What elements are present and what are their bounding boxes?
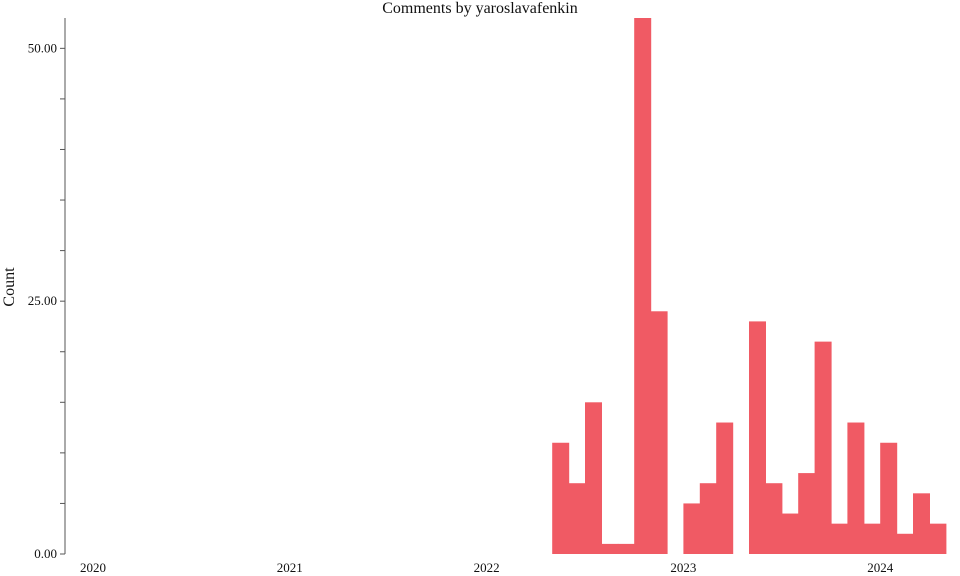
bar-2022-07: [585, 402, 602, 554]
bar-2022-08: [601, 543, 619, 554]
bar-2023-08: [798, 473, 816, 554]
bar-2022-10: [634, 18, 652, 554]
x-tick-label: 2024: [867, 560, 894, 575]
bar-2022-09: [617, 543, 635, 554]
y-tick-label: 50.00: [28, 40, 57, 55]
bars-group: [552, 18, 947, 554]
y-tick-label: 0.00: [34, 546, 57, 561]
bar-2022-06: [568, 483, 586, 554]
bar-2022-11: [650, 311, 668, 554]
x-axis-ticks: 2020 2021 2022 2023 2024: [80, 560, 894, 575]
chart-title: Comments by yaroslavafenkin: [382, 0, 578, 17]
y-axis-label: Count: [1, 267, 18, 307]
bar-2023-06: [765, 483, 783, 554]
bar-2024-02: [896, 533, 914, 554]
x-tick-label: 2023: [670, 560, 696, 575]
bar-2024-01: [880, 442, 898, 554]
bar-2024-03: [913, 493, 930, 554]
bar-2023-01: [683, 503, 701, 554]
x-tick-label: 2022: [474, 560, 500, 575]
y-tick-label: 25.00: [28, 293, 57, 308]
bar-2023-02: [699, 483, 717, 554]
bar-2023-11: [847, 422, 865, 554]
bar-2023-10: [831, 523, 848, 554]
bar-2024-04: [929, 523, 947, 554]
x-tick-label: 2021: [277, 560, 303, 575]
bar-2022-05: [552, 442, 570, 554]
bar-2023-09: [814, 341, 832, 554]
x-tick-label: 2020: [80, 560, 106, 575]
y-axis-ticks: 0.00 25.00 50.00: [28, 40, 65, 561]
bar-2023-07: [781, 513, 799, 554]
bar-2023-12: [863, 523, 881, 554]
bar-2023-03: [716, 422, 734, 554]
bar-2023-05: [749, 321, 766, 554]
